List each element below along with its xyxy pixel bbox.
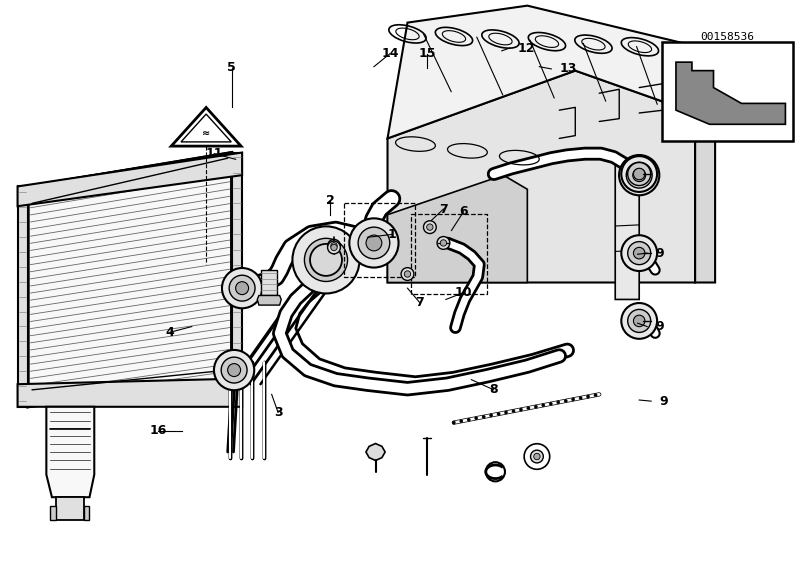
Circle shape — [579, 397, 582, 399]
Text: 14: 14 — [381, 47, 399, 60]
Circle shape — [564, 399, 567, 402]
Bar — [662, 42, 793, 141]
Circle shape — [622, 235, 657, 271]
Circle shape — [401, 268, 414, 280]
Circle shape — [467, 418, 471, 421]
Polygon shape — [232, 153, 242, 379]
Polygon shape — [28, 153, 232, 407]
Text: 10: 10 — [455, 286, 472, 299]
Text: 00158536: 00158536 — [701, 32, 754, 42]
Circle shape — [452, 421, 455, 424]
Circle shape — [535, 405, 538, 408]
Circle shape — [331, 242, 337, 249]
Circle shape — [504, 411, 507, 414]
Circle shape — [222, 268, 262, 308]
Text: 8: 8 — [490, 383, 498, 397]
Text: 2: 2 — [326, 194, 334, 207]
Circle shape — [626, 162, 652, 188]
Circle shape — [423, 221, 436, 233]
Text: 1: 1 — [388, 228, 396, 241]
Circle shape — [304, 238, 348, 281]
Circle shape — [366, 235, 382, 251]
Polygon shape — [50, 506, 56, 520]
Text: 13: 13 — [559, 62, 577, 76]
Text: ≈: ≈ — [202, 129, 210, 139]
Text: 15: 15 — [419, 47, 436, 60]
Circle shape — [542, 403, 545, 407]
Polygon shape — [46, 407, 94, 497]
Text: 11: 11 — [205, 147, 223, 160]
Circle shape — [331, 244, 337, 251]
Polygon shape — [366, 444, 385, 460]
Circle shape — [634, 315, 645, 327]
Circle shape — [531, 450, 543, 463]
Circle shape — [236, 282, 248, 294]
Circle shape — [349, 218, 399, 268]
Text: 16: 16 — [149, 424, 167, 437]
Circle shape — [628, 242, 650, 264]
Circle shape — [619, 155, 659, 195]
Text: 7: 7 — [439, 202, 447, 216]
Polygon shape — [388, 175, 527, 282]
Circle shape — [328, 240, 340, 252]
Text: 3: 3 — [274, 406, 282, 419]
Circle shape — [459, 420, 463, 423]
Circle shape — [628, 310, 650, 332]
Polygon shape — [676, 62, 785, 124]
Circle shape — [404, 271, 411, 277]
Circle shape — [628, 163, 650, 185]
Circle shape — [519, 408, 523, 411]
Circle shape — [634, 247, 645, 259]
Polygon shape — [388, 6, 715, 138]
Text: 4: 4 — [166, 325, 174, 339]
Polygon shape — [388, 71, 695, 282]
Circle shape — [214, 350, 254, 390]
Text: 5: 5 — [228, 61, 236, 75]
Circle shape — [427, 224, 433, 231]
Circle shape — [358, 227, 390, 259]
Circle shape — [512, 410, 515, 412]
Polygon shape — [171, 107, 241, 146]
Circle shape — [634, 168, 645, 180]
Circle shape — [310, 244, 342, 276]
Text: 6: 6 — [459, 205, 467, 219]
Polygon shape — [18, 186, 28, 407]
Circle shape — [527, 407, 530, 410]
Circle shape — [228, 364, 240, 376]
Circle shape — [534, 453, 540, 460]
Circle shape — [549, 402, 552, 405]
Circle shape — [328, 241, 340, 254]
Polygon shape — [18, 153, 242, 206]
Circle shape — [229, 275, 255, 301]
Circle shape — [557, 401, 560, 404]
Polygon shape — [18, 379, 242, 407]
Text: 12: 12 — [518, 41, 535, 55]
Polygon shape — [257, 295, 281, 305]
Circle shape — [622, 156, 657, 192]
Circle shape — [586, 395, 590, 398]
Text: 9: 9 — [659, 394, 668, 408]
Circle shape — [440, 240, 447, 246]
Polygon shape — [261, 270, 277, 295]
Circle shape — [633, 169, 646, 181]
Circle shape — [315, 249, 336, 271]
Circle shape — [292, 227, 360, 293]
Polygon shape — [695, 99, 715, 282]
Text: 9: 9 — [655, 320, 664, 333]
Polygon shape — [56, 497, 84, 520]
Circle shape — [482, 415, 485, 419]
Circle shape — [475, 416, 478, 420]
Circle shape — [594, 393, 597, 397]
Circle shape — [490, 414, 493, 417]
Polygon shape — [615, 163, 639, 299]
Circle shape — [437, 237, 450, 249]
Text: 9: 9 — [655, 246, 664, 260]
Polygon shape — [84, 506, 89, 520]
Circle shape — [571, 398, 574, 401]
Circle shape — [221, 357, 247, 383]
Circle shape — [622, 303, 657, 339]
Text: 7: 7 — [415, 295, 423, 309]
Circle shape — [497, 412, 500, 415]
